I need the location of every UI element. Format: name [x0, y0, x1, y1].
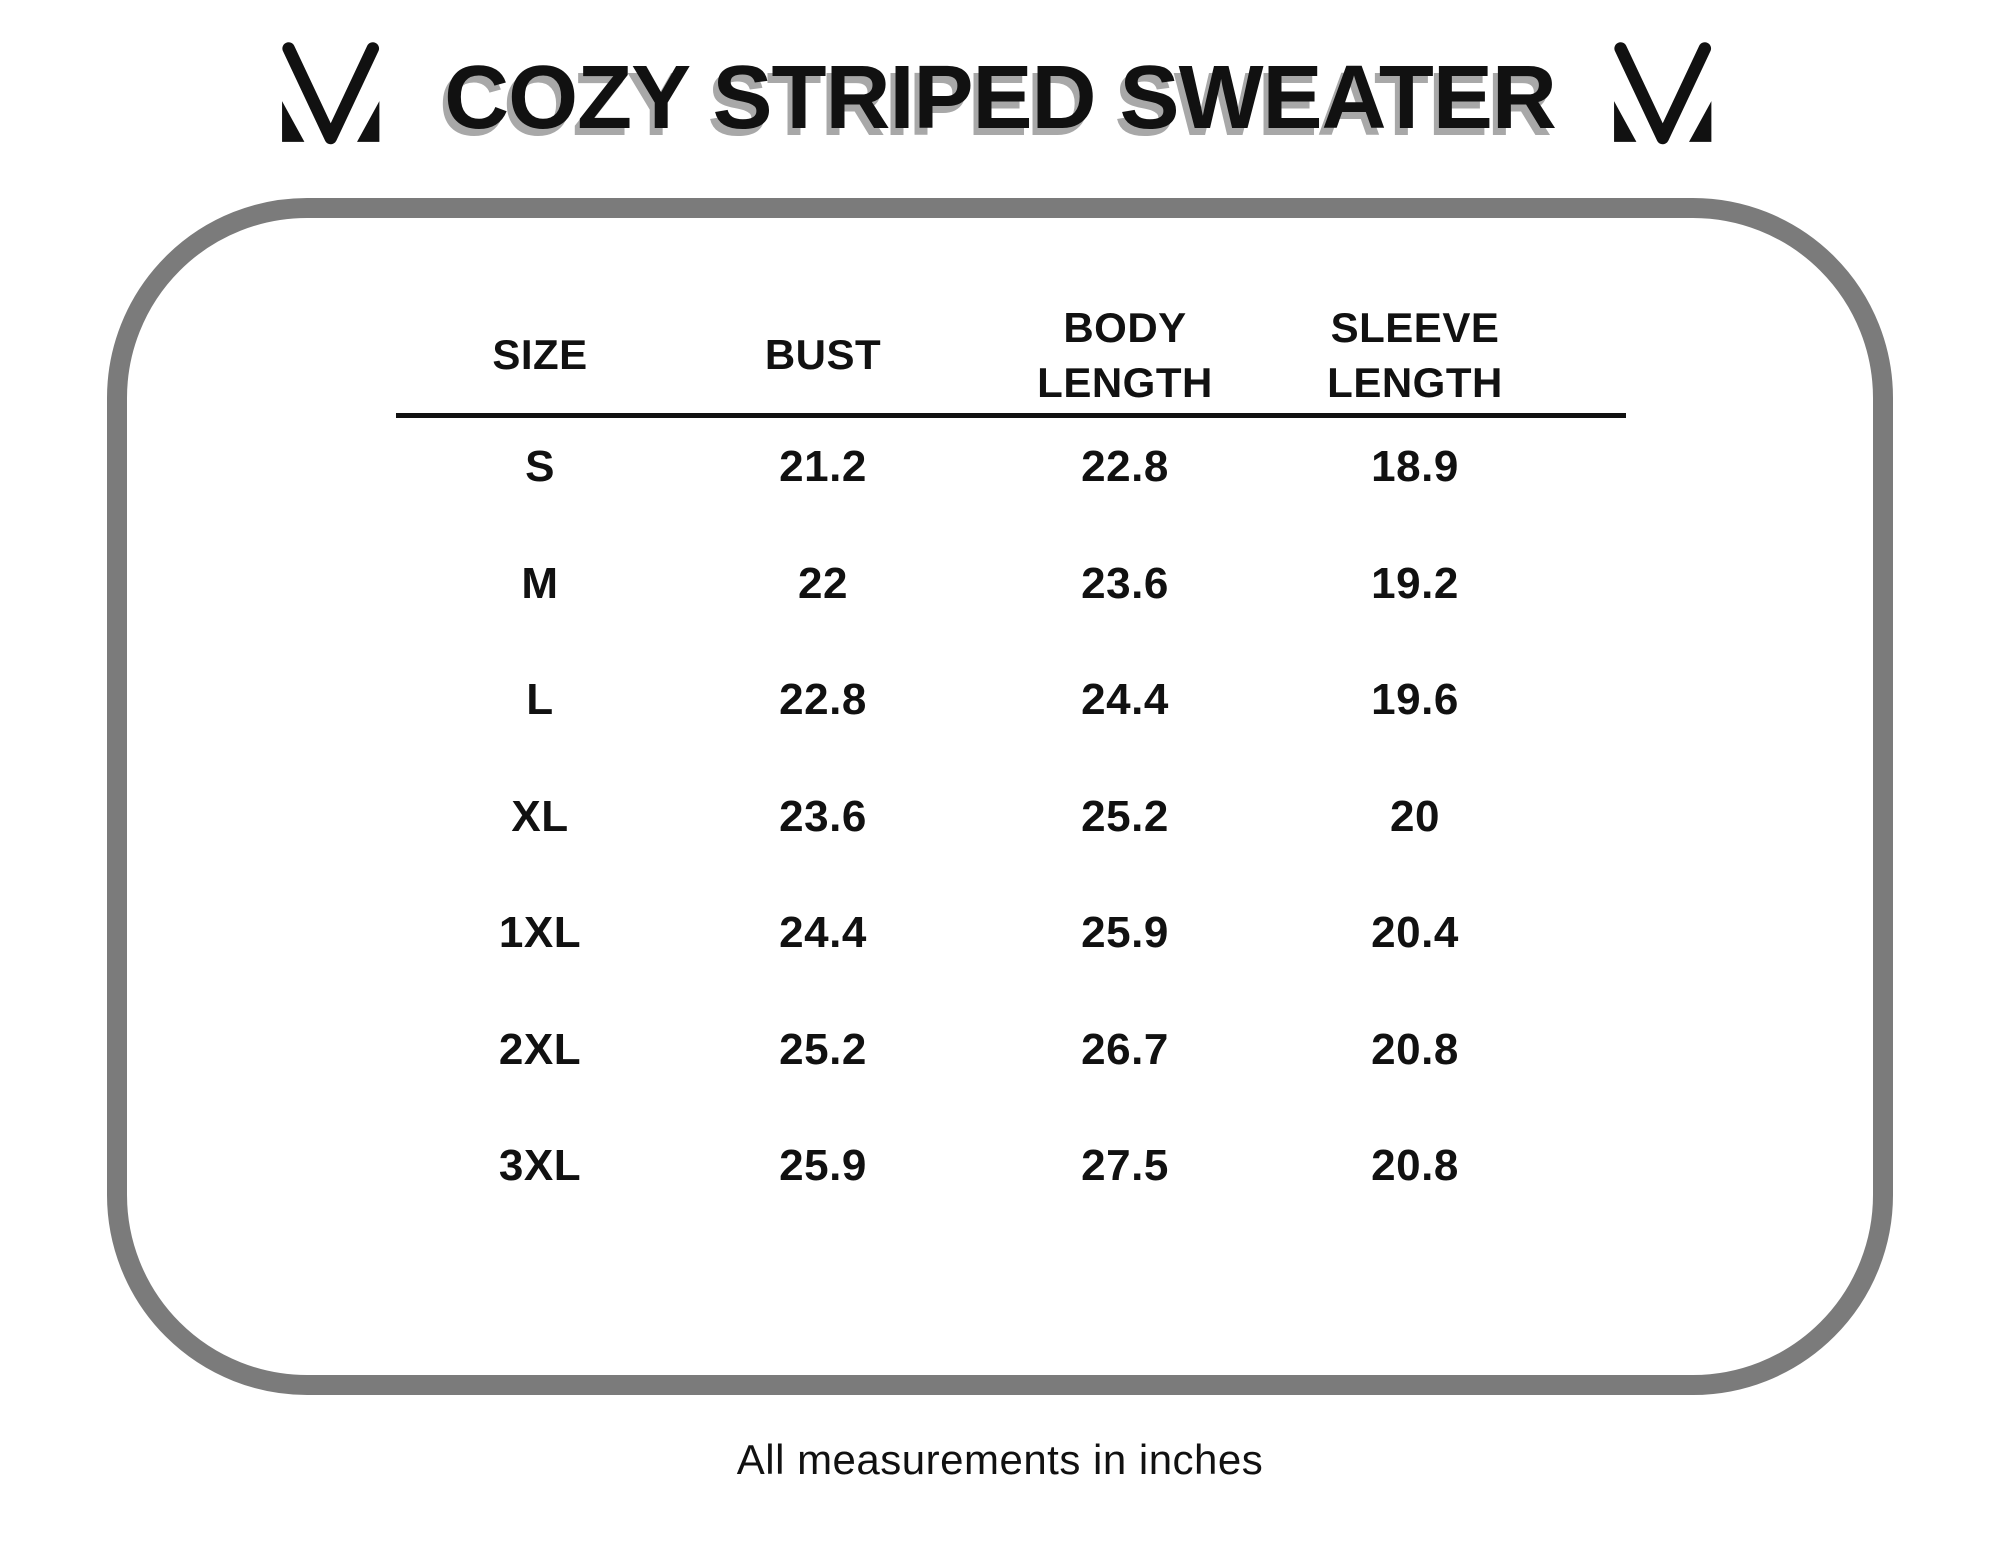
- cell-bust: 22: [798, 558, 848, 608]
- size-chart-frame: [107, 198, 1893, 1395]
- table-row: 1XL 24.4 25.9 20.4: [396, 875, 1626, 992]
- cell-sleeve-length: 20: [1390, 791, 1440, 841]
- cell-sleeve-length: 19.2: [1371, 558, 1459, 608]
- table-row: XL 23.6 25.2 20: [396, 759, 1626, 876]
- cell-size: XL: [511, 791, 569, 841]
- header-divider-line: [396, 413, 1626, 418]
- table-row: M 22 23.6 19.2: [396, 526, 1626, 643]
- size-table-header: SIZE BUST BODY LENGTH SLEEVE LENGTH: [396, 290, 1626, 420]
- cell-sleeve-length: 20.4: [1371, 908, 1459, 958]
- cell-bust: 23.6: [779, 791, 867, 841]
- cell-sleeve-length: 20.8: [1371, 1141, 1459, 1191]
- cell-sleeve-length: 19.6: [1371, 675, 1459, 725]
- cell-body-length: 23.6: [1081, 558, 1169, 608]
- cell-bust: 24.4: [779, 908, 867, 958]
- cell-bust: 22.8: [779, 675, 867, 725]
- column-header-body-length: BODY LENGTH: [1037, 303, 1213, 406]
- header: COZY STRIPED SWEATER: [0, 38, 2000, 159]
- cell-body-length: 22.8: [1081, 442, 1169, 492]
- cell-size: M: [521, 558, 559, 608]
- table-row: S 21.2 22.8 18.9: [396, 409, 1626, 526]
- brand-logo-icon: [282, 42, 380, 145]
- cell-body-length: 26.7: [1081, 1024, 1169, 1074]
- cell-body-length: 25.9: [1081, 908, 1169, 958]
- table-row: 2XL 25.2 26.7 20.8: [396, 992, 1626, 1109]
- cell-size: 1XL: [498, 908, 582, 958]
- cell-size: 3XL: [498, 1141, 582, 1191]
- cell-sleeve-length: 20.8: [1371, 1024, 1459, 1074]
- column-header-bust: BUST: [764, 331, 882, 379]
- cell-bust: 25.2: [779, 1024, 867, 1074]
- cell-size: L: [526, 675, 554, 725]
- page-title: COZY STRIPED SWEATER: [444, 48, 1557, 148]
- table-rows: S 21.2 22.8 18.9 M 22 23.6 19.2 L 22.8 2…: [396, 409, 1626, 1225]
- cell-body-length: 27.5: [1081, 1141, 1169, 1191]
- column-header-sleeve-length: SLEEVE LENGTH: [1327, 303, 1503, 406]
- cell-body-length: 24.4: [1081, 675, 1169, 725]
- table-row: L 22.8 24.4 19.6: [396, 642, 1626, 759]
- table-row: 3XL 25.9 27.5 20.8: [396, 1108, 1626, 1225]
- brand-logo-icon: [1613, 42, 1712, 145]
- cell-bust: 25.9: [779, 1141, 867, 1191]
- cell-size: 2XL: [498, 1024, 582, 1074]
- cell-bust: 21.2: [779, 442, 867, 492]
- cell-sleeve-length: 18.9: [1371, 442, 1459, 492]
- column-header-size: SIZE: [492, 331, 588, 379]
- cell-body-length: 25.2: [1081, 791, 1169, 841]
- cell-size: S: [525, 442, 555, 492]
- measurements-note: All measurements in inches: [736, 1436, 1264, 1483]
